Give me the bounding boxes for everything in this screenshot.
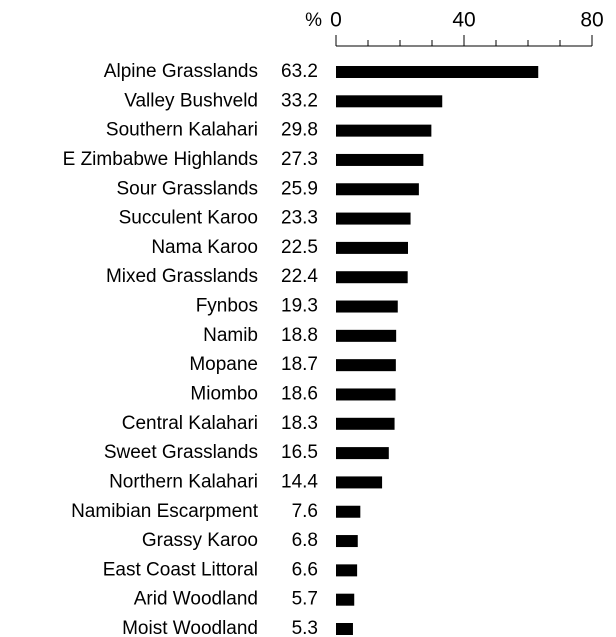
value-label: 5.3 (292, 618, 318, 637)
value-label: 63.2 (281, 61, 318, 82)
category-label: Alpine Grasslands (104, 61, 258, 82)
category-label: Miombo (190, 383, 258, 404)
category-label: Northern Kalahari (109, 471, 258, 492)
category-label: Namib (203, 325, 258, 346)
value-label: 27.3 (281, 149, 318, 170)
bar (336, 66, 539, 78)
bar (336, 95, 443, 108)
bar (336, 535, 358, 548)
value-label: 5.7 (292, 589, 318, 610)
bar (336, 271, 408, 284)
category-label: Succulent Karoo (119, 208, 258, 229)
bar (336, 329, 397, 342)
bar (336, 505, 361, 518)
bar (336, 623, 353, 635)
category-label: Namibian Escarpment (71, 501, 259, 522)
bar (336, 300, 398, 313)
category-label: Arid Woodland (134, 589, 258, 610)
category-label: E Zimbabwe Highlands (63, 149, 258, 170)
value-label: 16.5 (281, 442, 318, 463)
bar (336, 447, 389, 460)
value-label: 22.5 (281, 237, 318, 258)
value-label: 18.6 (281, 383, 318, 404)
category-label: East Coast Littoral (103, 559, 258, 580)
x-tick-label: 80 (580, 9, 603, 32)
value-label: 6.8 (292, 530, 318, 551)
bar (336, 593, 355, 606)
x-tick-label: 40 (452, 9, 475, 32)
category-label: Sour Grasslands (116, 178, 258, 199)
bar (336, 359, 396, 372)
value-label: 29.8 (281, 120, 318, 141)
category-label: Fynbos (196, 296, 258, 317)
category-label: Mixed Grasslands (106, 266, 258, 287)
value-label: 7.6 (292, 501, 318, 522)
value-label: 6.6 (292, 559, 318, 580)
bar (336, 153, 424, 166)
category-label: Mopane (189, 354, 258, 375)
value-label: 19.3 (281, 296, 318, 317)
value-label: 22.4 (281, 266, 318, 287)
axis-label: % (305, 10, 322, 31)
category-label: Southern Kalahari (106, 120, 258, 141)
bar (336, 241, 408, 254)
value-label: 23.3 (281, 208, 318, 229)
bar (336, 212, 411, 225)
x-tick-label: 0 (330, 9, 342, 32)
value-label: 25.9 (281, 178, 318, 199)
value-label: 18.3 (281, 413, 318, 434)
value-label: 18.8 (281, 325, 318, 346)
category-label: Sweet Grasslands (104, 442, 258, 463)
bar (336, 417, 395, 430)
value-label: 18.7 (281, 354, 318, 375)
category-label: Valley Bushveld (124, 90, 258, 111)
category-label: Grassy Karoo (142, 530, 258, 551)
bar (336, 183, 419, 196)
value-label: 14.4 (281, 471, 318, 492)
bar (336, 388, 396, 401)
value-label: 33.2 (281, 90, 318, 111)
bar (336, 564, 358, 577)
category-label: Central Kalahari (122, 413, 258, 434)
category-label: Nama Karoo (151, 237, 258, 258)
category-label: Moist Woodland (122, 618, 258, 637)
bar (336, 124, 432, 137)
bar (336, 476, 383, 489)
